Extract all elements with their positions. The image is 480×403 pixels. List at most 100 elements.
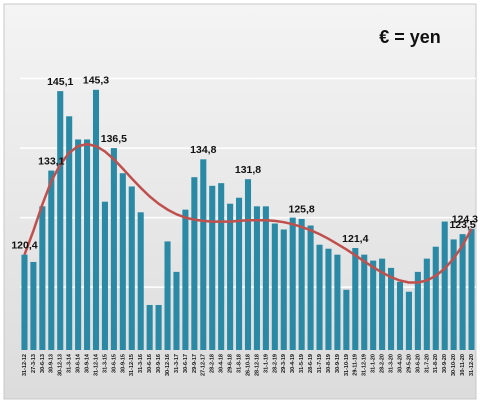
x-tick-label: 29-3-19	[281, 354, 287, 373]
bar	[343, 289, 350, 350]
x-tick-label: 31-1-20	[371, 354, 377, 373]
bar	[396, 281, 404, 350]
bar	[414, 271, 421, 350]
x-tick-label: 31-5-19	[299, 354, 305, 373]
value-label: 145,1	[47, 76, 73, 88]
chart-title: € = yen	[379, 27, 441, 47]
bar	[84, 139, 91, 350]
value-label: 134,8	[190, 144, 216, 156]
x-tick-label: 30-6-20	[415, 354, 421, 373]
x-tick-label: 30-6-14	[76, 353, 82, 373]
bar	[253, 206, 260, 350]
x-tick-label: 31-1-19	[263, 354, 269, 373]
x-tick-label: 27-12-17	[201, 354, 207, 376]
x-tick-label: 31-3-15	[102, 354, 108, 373]
bar	[334, 254, 341, 350]
bar	[280, 229, 287, 350]
bar	[191, 177, 198, 350]
bar	[405, 291, 412, 350]
x-tick-label: 31-10-19	[344, 354, 350, 376]
value-label: 133,1	[38, 155, 64, 167]
x-tick-label: 31-12-20	[469, 354, 475, 376]
x-tick-label: 29-6-18	[228, 354, 234, 373]
bar	[244, 179, 252, 350]
bar	[441, 221, 448, 350]
x-tick-label: 26-10-18	[245, 354, 251, 376]
bar	[173, 271, 180, 350]
bar	[298, 218, 305, 350]
bar	[75, 139, 82, 350]
x-tick-label: 31-3-17	[174, 354, 180, 373]
x-tick-label: 29-11-19	[353, 354, 359, 376]
value-label: 123,5	[449, 219, 475, 231]
bar	[146, 304, 153, 350]
x-tick-label: 31-12-12	[22, 354, 28, 376]
bar	[155, 304, 162, 350]
x-tick-label: 30-12-13	[58, 354, 64, 376]
x-tick-label: 30-9-15	[120, 354, 126, 373]
bar	[227, 203, 234, 350]
bar	[325, 248, 332, 350]
x-tick-label: 28-2-20	[380, 354, 386, 373]
bar	[30, 261, 37, 350]
trend-line	[23, 142, 473, 284]
x-tick-label: 30-6-15	[111, 354, 117, 373]
x-tick-label: 31-8-18	[237, 354, 243, 373]
x-tick-label: 28-2-18	[210, 354, 216, 373]
bar	[379, 258, 386, 350]
x-tick-label: 31-3-14	[67, 353, 73, 373]
bar	[66, 116, 73, 350]
x-tick-label: 27-3-13	[31, 354, 37, 373]
bar	[361, 254, 368, 350]
bar	[128, 186, 135, 350]
bar	[370, 260, 377, 350]
x-tick-label: 30-8-19	[326, 354, 332, 373]
bar	[182, 209, 189, 350]
bar	[432, 246, 439, 350]
bar	[468, 228, 475, 350]
x-tick-label: 30-12-16	[165, 354, 171, 376]
x-tick-label: 30-10-20	[451, 354, 457, 376]
bar	[218, 183, 225, 350]
bar	[164, 241, 171, 350]
x-tick-label: 31-7-19	[317, 354, 323, 373]
bar	[137, 212, 144, 350]
x-tick-label: 30-4-20	[397, 354, 403, 373]
bar	[316, 244, 323, 350]
x-tick-label: 30-6-13	[40, 354, 46, 373]
x-tick-label: 30-9-16	[156, 354, 162, 373]
bar	[289, 217, 296, 350]
bar	[57, 91, 64, 350]
bar	[39, 206, 46, 350]
value-label: 125,8	[289, 204, 315, 216]
x-tick-label: 31-12-19	[362, 354, 368, 376]
bar	[48, 170, 55, 350]
bar	[388, 267, 395, 350]
x-tick-label: 30-6-16	[147, 354, 153, 373]
bar	[21, 254, 28, 350]
x-tick-label: 31-8-20	[433, 354, 439, 373]
bar	[271, 223, 278, 350]
x-tick-label: 30-11-20	[460, 354, 466, 376]
x-tick-label: 29-5-20	[406, 354, 412, 373]
bar	[119, 173, 126, 350]
bar	[101, 201, 108, 350]
x-tick-label: 30-4-18	[219, 354, 225, 373]
x-tick-label: 28-2-19	[272, 354, 278, 373]
x-tick-label: 31-7-20	[424, 354, 430, 373]
x-tick-label: 28-6-19	[308, 354, 314, 373]
x-tick-label: 30-9-19	[335, 354, 341, 373]
bar	[92, 89, 100, 351]
x-tick-label: 30-9-13	[49, 354, 55, 373]
x-tick-label: 30-4-19	[290, 354, 296, 373]
x-tick-label: 30-9-14	[85, 353, 91, 373]
value-label: 124,3	[452, 214, 478, 226]
x-tick-label: 28-12-18	[254, 354, 260, 376]
x-tick-label: 30-6-17	[183, 354, 189, 373]
bar	[459, 234, 466, 350]
bar	[236, 197, 243, 350]
x-tick-label: 31-3-16	[138, 354, 144, 373]
x-tick-label: 30-9-20	[442, 354, 448, 373]
bar	[209, 185, 216, 350]
